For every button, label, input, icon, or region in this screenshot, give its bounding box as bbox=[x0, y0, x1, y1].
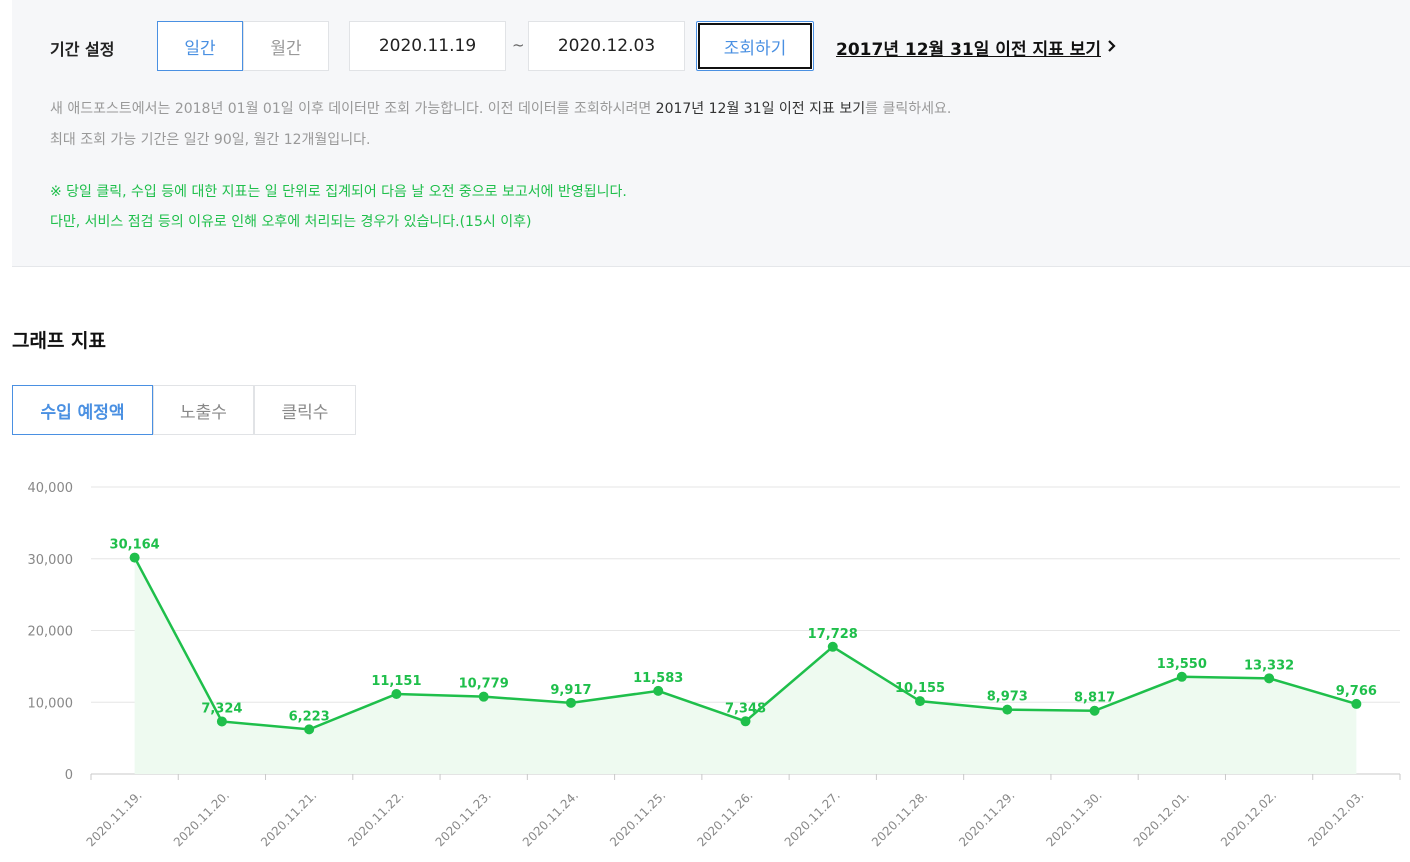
end-date-input[interactable]: 2020.12.03 bbox=[528, 21, 685, 71]
period-monthly-button[interactable]: 월간 bbox=[243, 21, 329, 71]
y-tick-label: 30,000 bbox=[28, 553, 74, 568]
x-tick-label: 2020.11.29. bbox=[956, 788, 1017, 849]
data-point bbox=[565, 697, 576, 708]
data-label: 11,151 bbox=[371, 674, 421, 689]
notice-text: 를 클릭하세요. bbox=[865, 101, 952, 117]
old-report-link[interactable]: 2017년 12월 31일 이전 지표 보기 bbox=[836, 35, 1116, 60]
x-tick-label: 2020.12.02. bbox=[1218, 788, 1279, 849]
data-label: 13,550 bbox=[1157, 657, 1207, 672]
x-tick-label: 2020.11.28. bbox=[869, 788, 930, 849]
x-tick-label: 2020.11.23. bbox=[433, 788, 494, 849]
data-point bbox=[740, 716, 751, 727]
data-point bbox=[1002, 704, 1013, 715]
data-point bbox=[129, 552, 140, 563]
data-label: 13,332 bbox=[1244, 658, 1294, 673]
x-tick-label: 2020.12.03. bbox=[1305, 788, 1366, 849]
data-label: 10,779 bbox=[459, 677, 509, 692]
data-label: 17,728 bbox=[808, 627, 858, 642]
y-tick-label: 40,000 bbox=[28, 481, 74, 496]
data-label: 9,766 bbox=[1336, 684, 1377, 699]
notice-line-3: ※ 당일 클릭, 수입 등에 대한 지표는 일 단위로 집계되어 다음 날 오전… bbox=[50, 184, 627, 200]
series-area bbox=[134, 557, 1357, 774]
x-tick-label: 2020.11.27. bbox=[782, 788, 843, 849]
notice-text: 새 애드포스트에서는 2018년 01월 01일 이후 데이터만 조회 가능합니… bbox=[50, 101, 656, 117]
period-daily-button[interactable]: 일간 bbox=[157, 21, 243, 71]
revenue-line-chart: 0 10,000 20,000 30,000 40,000 30,164 2020.11.1… bbox=[28, 481, 1401, 849]
x-tick-label: 2020.11.22. bbox=[345, 788, 406, 849]
y-tick-label: 20,000 bbox=[28, 625, 74, 640]
filter-panel: 기간 설정 일간 월간 2020.11.19 ~ 2020.12.03 조회하기… bbox=[12, 0, 1410, 267]
data-point bbox=[1351, 698, 1362, 709]
data-point bbox=[915, 696, 926, 707]
tab-expected-revenue[interactable]: 수입 예정액 bbox=[12, 385, 153, 435]
data-label: 11,583 bbox=[633, 671, 683, 686]
data-label: 8,817 bbox=[1074, 691, 1115, 706]
data-label: 9,917 bbox=[550, 683, 591, 698]
data-label: 7,324 bbox=[201, 701, 242, 716]
data-label: 10,155 bbox=[895, 681, 945, 696]
data-label: 6,223 bbox=[289, 709, 330, 724]
x-tick-label: 2020.11.30. bbox=[1044, 788, 1105, 849]
start-date-input[interactable]: 2020.11.19 bbox=[349, 21, 506, 71]
notice-line-4: 다만, 서비스 점검 등의 이유로 인해 오후에 처리되는 경우가 있습니다.(… bbox=[50, 214, 532, 230]
x-tick-label: 2020.12.01. bbox=[1131, 788, 1192, 849]
search-button[interactable]: 조회하기 bbox=[696, 21, 814, 71]
x-tick-label: 2020.11.19. bbox=[84, 788, 145, 849]
tab-impressions[interactable]: 노출수 bbox=[153, 385, 254, 435]
tab-clicks[interactable]: 클릭수 bbox=[254, 385, 356, 435]
date-separator: ~ bbox=[512, 36, 525, 54]
data-label: 30,164 bbox=[110, 538, 160, 553]
chevron-right-icon bbox=[1107, 39, 1116, 56]
x-tick-label: 2020.11.20. bbox=[171, 788, 232, 849]
notice-link-text: 2017년 12월 31일 이전 지표 보기 bbox=[655, 101, 866, 117]
data-point bbox=[304, 724, 315, 735]
data-point bbox=[478, 691, 489, 702]
data-label: 7,348 bbox=[725, 701, 766, 716]
data-point bbox=[1264, 673, 1275, 684]
data-point bbox=[216, 716, 227, 727]
notice-line-2: 최대 조회 가능 기간은 일간 90일, 월간 12개월입니다. bbox=[50, 132, 371, 148]
data-point bbox=[1089, 705, 1100, 716]
data-point bbox=[1176, 671, 1187, 682]
notice-line-1: 새 애드포스트에서는 2018년 01월 01일 이후 데이터만 조회 가능합니… bbox=[50, 98, 951, 118]
y-tick-label: 10,000 bbox=[28, 696, 74, 711]
x-tick-label: 2020.11.21. bbox=[258, 788, 319, 849]
period-label: 기간 설정 bbox=[50, 40, 115, 59]
x-tick-label: 2020.11.25. bbox=[607, 788, 668, 849]
y-tick-label: 0 bbox=[65, 768, 73, 783]
graph-section-title: 그래프 지표 bbox=[12, 330, 107, 352]
data-point bbox=[827, 641, 838, 652]
x-tick-label: 2020.11.24. bbox=[520, 788, 581, 849]
data-point bbox=[653, 685, 664, 696]
data-point bbox=[391, 688, 402, 699]
x-tick-label: 2020.11.26. bbox=[694, 788, 755, 849]
old-report-link-label: 2017년 12월 31일 이전 지표 보기 bbox=[836, 40, 1101, 60]
data-label: 8,973 bbox=[987, 690, 1028, 705]
